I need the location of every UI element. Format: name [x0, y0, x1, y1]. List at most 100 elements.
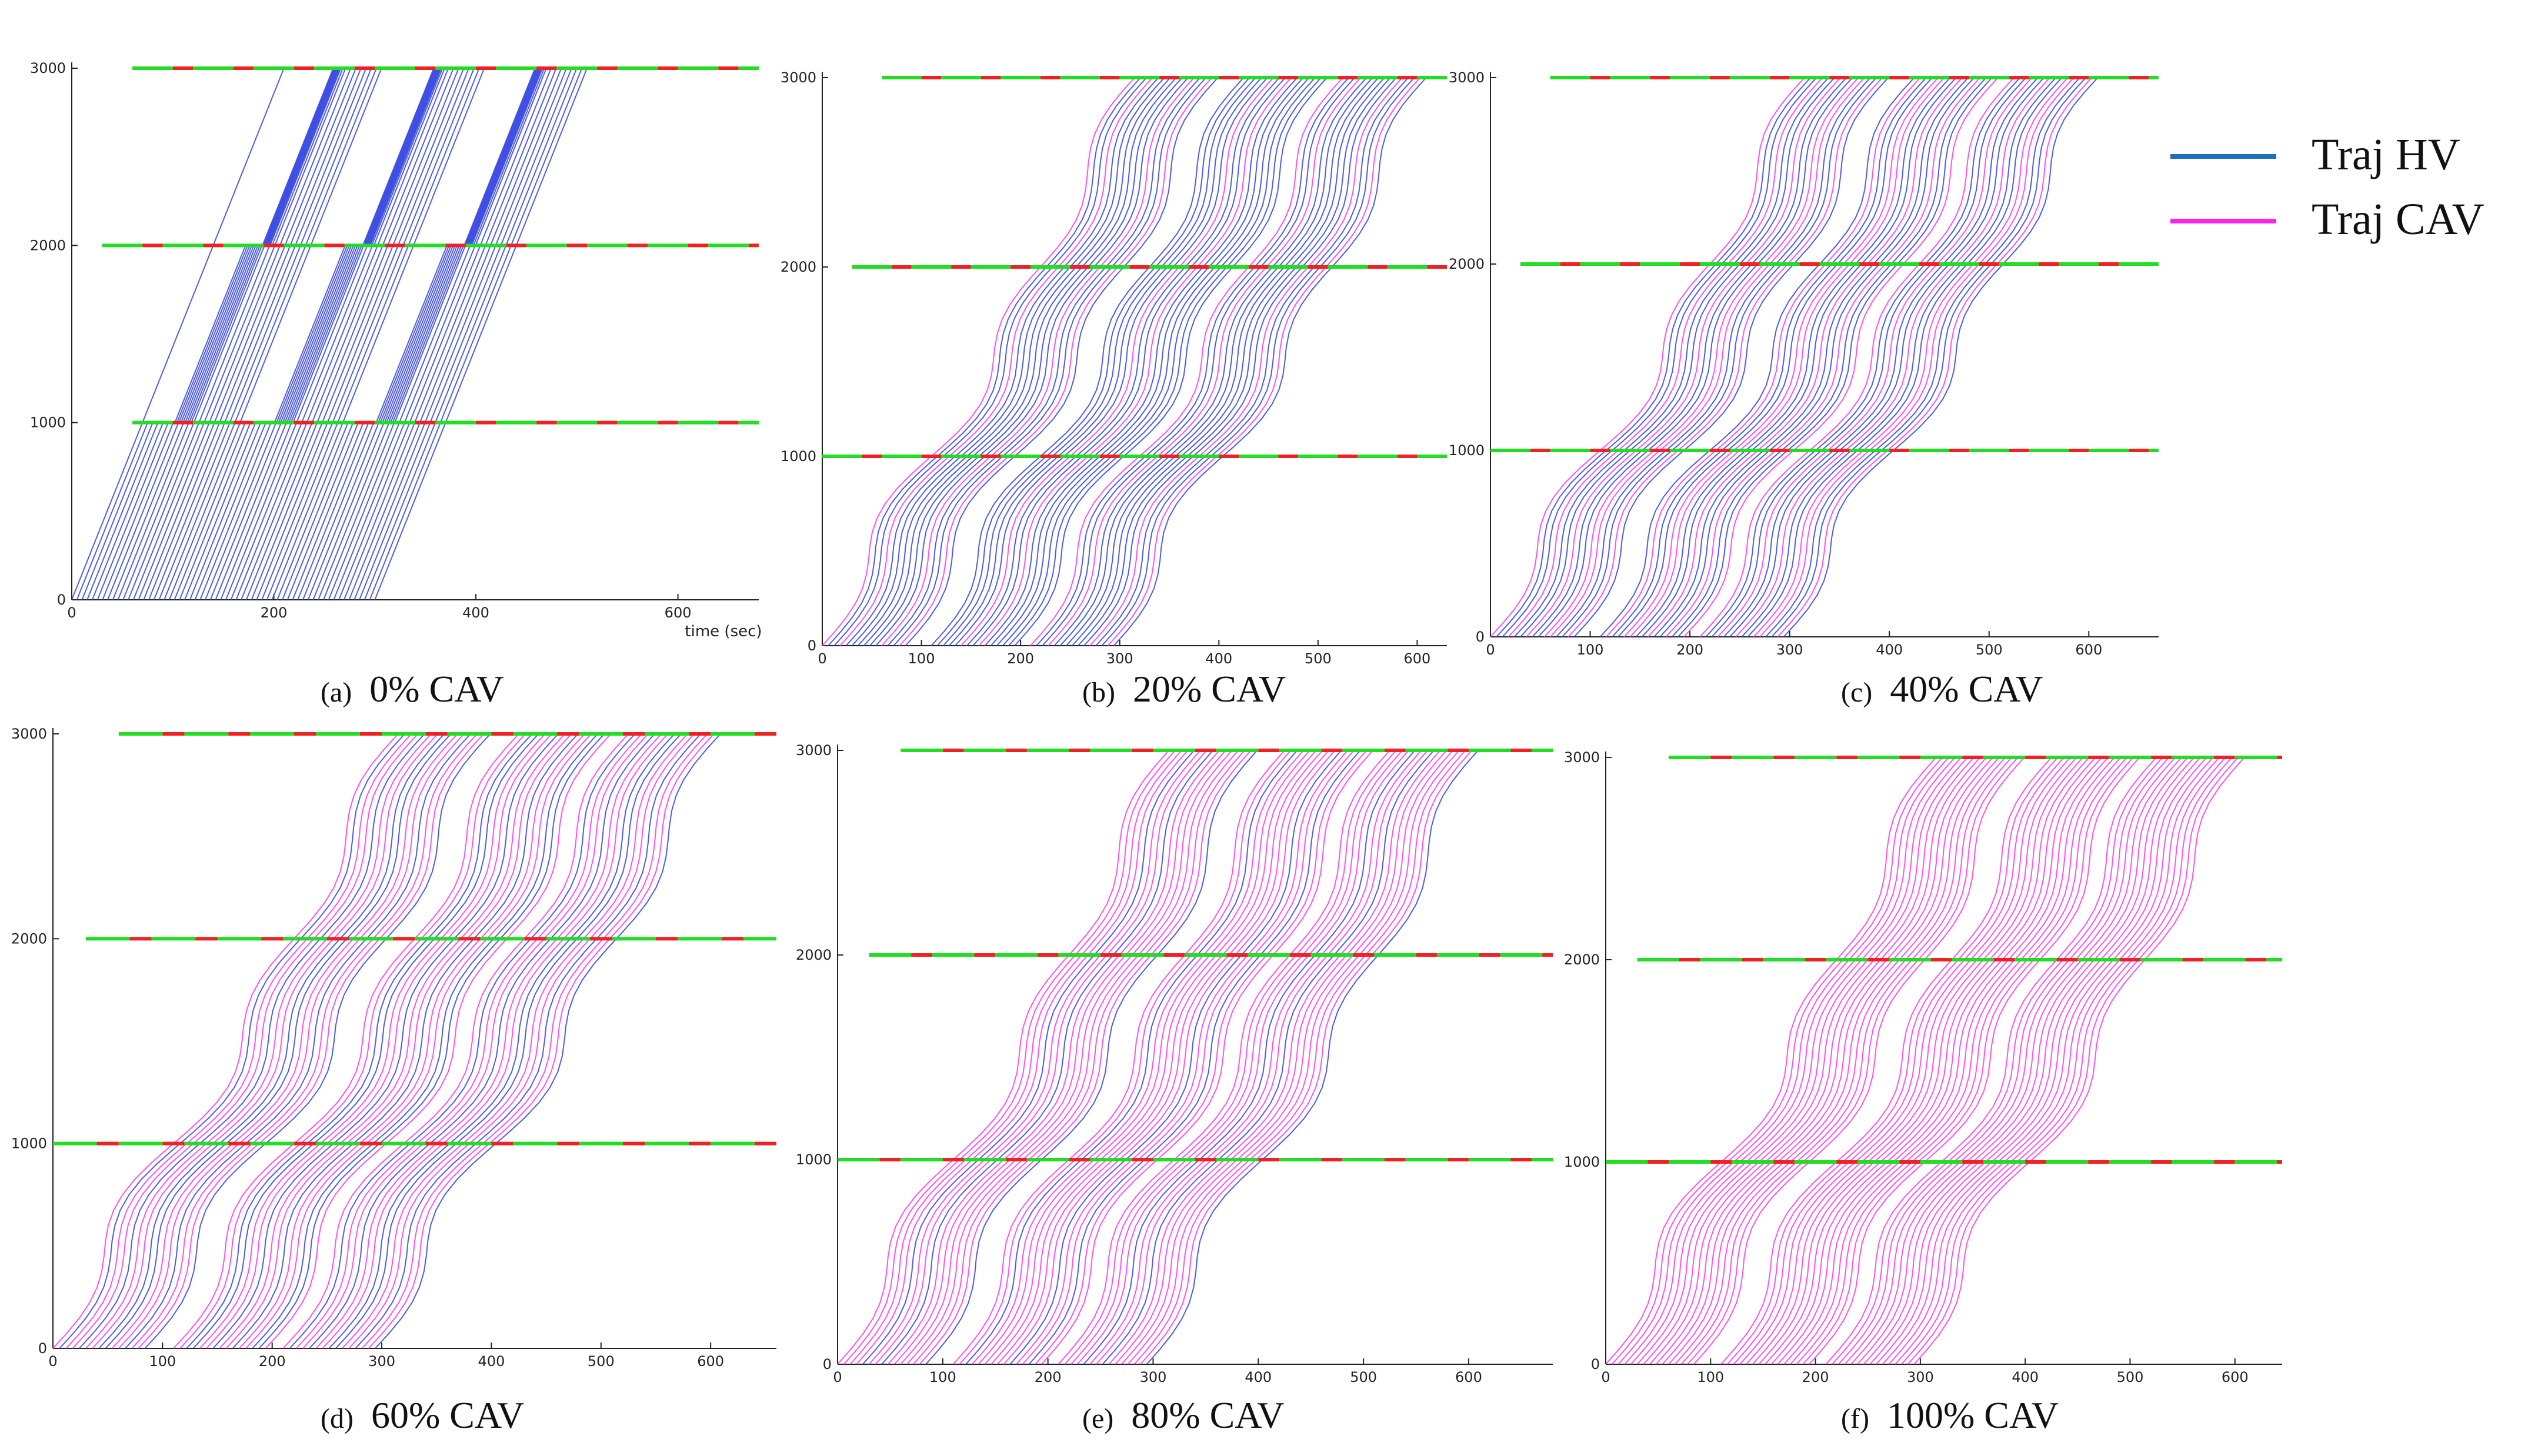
trajectory-hv: [1659, 77, 1975, 637]
y-tick-label: 2000: [796, 947, 832, 963]
chart-svg-c: 0 100 200 300 400 500 600 0 1000 2000 3000: [1449, 69, 2159, 658]
x-tick-label: 600: [1404, 650, 1431, 667]
trajectory-cav: [348, 733, 695, 1349]
trajectory-hv: [343, 68, 557, 600]
chart-panel-b: 0 100 200 300 400 500 600 0 1000 2000 3000: [776, 47, 1459, 667]
trajectories: [1490, 77, 2099, 637]
trajectory-cav: [1687, 757, 2019, 1365]
trajectory-cav: [1825, 757, 2157, 1365]
trajectory-hv: [875, 77, 1189, 646]
trajectory-hv: [949, 77, 1262, 646]
trajectory-hv: [851, 77, 1165, 646]
trajectory-cav: [206, 733, 552, 1349]
trajectory-cav: [1508, 77, 1823, 637]
trajectory-hv: [893, 77, 1207, 646]
trajectory-hv: [143, 68, 356, 600]
chart-panel-a: 0 200 400 600 0 1000 2000 3000 time (sec): [18, 47, 771, 659]
trajectory-hv: [1008, 77, 1322, 646]
trajectory-hv: [363, 68, 578, 600]
caption-e-label: (e): [1082, 1403, 1114, 1434]
trajectory-hv: [192, 733, 539, 1349]
x-tick-label: 100: [149, 1353, 176, 1370]
trajectory-cav: [1647, 77, 1963, 637]
trajectory-hv: [1042, 77, 1355, 646]
caption-d-text: 60% CAV: [371, 1394, 525, 1436]
trajectory-hv: [1783, 77, 2099, 637]
trajectory-hv: [309, 733, 655, 1349]
caption-a-label: (a): [321, 677, 352, 708]
trajectory-hv: [164, 68, 377, 600]
trajectory-hv: [256, 68, 470, 600]
trajectory-hv: [1146, 750, 1479, 1365]
x-tick-label: 500: [1976, 642, 2003, 658]
trajectory-cav: [1901, 757, 2233, 1365]
caption-b-label: (b): [1082, 677, 1115, 708]
x-tick-label: 400: [1245, 1369, 1272, 1385]
trajectory-cav: [1016, 750, 1349, 1365]
trajectory-hv: [1671, 77, 1987, 637]
chart-panel-f: 0 100 200 300 400 500 600 0 1000 2000 3000: [1559, 735, 2294, 1385]
x-tick-label: 400: [1205, 650, 1232, 667]
trajectory-hv: [1095, 77, 1409, 646]
trajectory-cav: [875, 750, 1208, 1365]
trajectory-cav: [1802, 757, 2134, 1365]
y-tick-label: 0: [1591, 1356, 1600, 1372]
trajectory-cav: [1076, 750, 1409, 1365]
trajectory-hv: [1556, 77, 1871, 637]
trajectory-hv: [931, 77, 1245, 646]
legend-label-cav: Traj CAV: [2312, 195, 2484, 244]
x-tick-label: 200: [259, 1353, 286, 1370]
caption-a: (a) 0% CAV: [321, 667, 503, 711]
trajectory-cav: [65, 733, 412, 1349]
trajectory-cav: [1662, 757, 1993, 1365]
trajectory-cav: [1683, 77, 1999, 637]
trajectory-cav: [1649, 757, 1981, 1365]
trajectory-cav: [978, 750, 1310, 1365]
trajectory-hv: [984, 77, 1298, 646]
trajectory-cav: [1777, 757, 2109, 1365]
trajectory-cav: [173, 733, 519, 1349]
trajectory-cav: [1699, 77, 2015, 637]
trajectory-hv: [241, 68, 455, 600]
trajectory-hv: [1102, 750, 1435, 1365]
x-tick-label: 500: [588, 1353, 615, 1370]
trajectory-hv: [990, 77, 1304, 646]
trajectory-cav: [322, 733, 669, 1349]
trajectory-cav: [1844, 757, 2176, 1365]
trajectory-cav: [1035, 750, 1368, 1365]
trajectory-cav: [960, 77, 1274, 646]
trajectory-cav: [906, 750, 1239, 1365]
trajectory-hv: [148, 68, 362, 600]
trajectory-cav: [1693, 757, 2025, 1365]
trajectory-cav: [131, 733, 478, 1349]
trajectory-cav: [1665, 77, 1981, 637]
trajectory-hv: [942, 77, 1256, 646]
trajectory-cav: [1605, 77, 1921, 637]
trajectory-hv: [138, 68, 353, 600]
trajectory-hv: [359, 68, 572, 600]
trajectory-cav: [179, 733, 526, 1349]
trajectory-cav: [888, 750, 1220, 1365]
trajectory-cav: [1058, 750, 1390, 1365]
x-tick-label: 600: [697, 1353, 724, 1370]
trajectory-cav: [1605, 757, 1937, 1365]
trajectory-cav: [1783, 757, 2115, 1365]
chart-svg-e: 0 100 200 300 400 500 600 0 1000 2000 3000: [796, 742, 1553, 1385]
trajectory-hv: [1641, 77, 1957, 637]
trajectory-hv: [251, 68, 465, 600]
trajectory-hv: [1711, 77, 2027, 637]
chart-svg-d: 0 100 200 300 400 500 600 0 1000 2000 3000: [11, 726, 776, 1370]
trajectory-cav: [315, 733, 662, 1349]
trajectory-hv: [1677, 77, 1993, 637]
trajectory-cav: [1876, 757, 2207, 1365]
trajectory-hv: [936, 77, 1250, 646]
trajectory-hv: [1612, 77, 1927, 637]
x-tick-label: 0: [833, 1369, 842, 1385]
trajectory-hv: [232, 733, 579, 1349]
trajectory-cav: [1746, 757, 2077, 1365]
x-tick-label: 0: [67, 605, 76, 621]
trajectory-hv: [833, 77, 1147, 646]
trajectory-hv: [955, 77, 1268, 646]
y-tick-label: 3000: [796, 742, 832, 759]
trajectory-hv: [1036, 77, 1349, 646]
